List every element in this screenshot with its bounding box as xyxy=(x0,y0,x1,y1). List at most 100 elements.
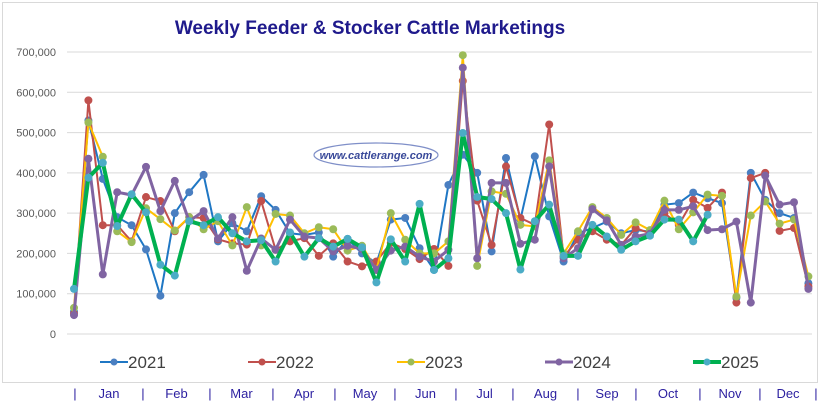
data-point-2024 xyxy=(473,254,482,263)
data-point-2024 xyxy=(689,202,698,211)
series-line-2022 xyxy=(73,80,810,314)
month-label: Mar xyxy=(230,386,253,401)
data-point-2021 xyxy=(689,188,698,197)
data-point-2024 xyxy=(170,176,179,185)
month-separator: | xyxy=(454,386,458,401)
data-point-2024 xyxy=(718,225,726,234)
data-point-2024 xyxy=(674,205,683,214)
data-point-2022 xyxy=(343,257,352,266)
chart-area xyxy=(2,2,818,383)
data-point-2024 xyxy=(242,266,251,275)
data-point-2025 xyxy=(559,251,568,260)
data-point-2024 xyxy=(271,245,280,254)
data-point-2022 xyxy=(358,262,366,271)
legend-label-2023: 2023 xyxy=(425,353,463,372)
data-point-2024 xyxy=(228,213,237,222)
data-point-2025 xyxy=(271,257,280,266)
month-axis: | | | | | | | | | | | | | Jan Feb Mar Apr May Jun Jul Aug Sep… xyxy=(0,386,822,404)
data-point-2024 xyxy=(487,178,496,187)
data-point-2025 xyxy=(545,200,554,209)
data-point-2024 xyxy=(458,63,467,72)
data-point-2023 xyxy=(314,223,323,232)
data-point-2021 xyxy=(502,153,510,162)
data-point-2025 xyxy=(487,195,496,204)
data-point-2021 xyxy=(444,180,453,189)
data-point-2025 xyxy=(473,193,482,202)
data-point-2024 xyxy=(199,207,208,216)
data-point-2023 xyxy=(703,190,712,199)
data-point-2024 xyxy=(732,217,741,226)
legend-marker-2025 xyxy=(703,358,711,366)
data-point-2021 xyxy=(156,291,165,300)
month-separator: | xyxy=(208,386,212,401)
data-point-2025 xyxy=(689,237,698,246)
data-point-2024 xyxy=(746,298,755,307)
month-label: Jan xyxy=(98,386,120,401)
month-label: Oct xyxy=(657,386,679,401)
data-point-2022 xyxy=(746,174,755,183)
month-separator: | xyxy=(814,386,818,401)
data-point-2022 xyxy=(98,221,107,230)
month-label: Dec xyxy=(776,386,800,401)
data-point-2023 xyxy=(170,226,179,235)
data-point-2022 xyxy=(84,96,93,105)
data-point-2025 xyxy=(386,235,395,244)
data-point-2023 xyxy=(473,261,482,270)
y-tick-label: 600,000 xyxy=(16,87,56,99)
data-point-2021 xyxy=(401,213,410,222)
month-separator: | xyxy=(271,386,275,401)
data-point-2021 xyxy=(185,188,194,197)
data-point-2021 xyxy=(775,209,784,218)
month-label: Jul xyxy=(476,386,493,401)
data-point-2024 xyxy=(516,239,525,248)
data-point-2025 xyxy=(660,215,669,224)
data-point-2025 xyxy=(530,217,539,226)
data-point-2022 xyxy=(487,240,496,249)
data-point-2021 xyxy=(199,170,208,179)
data-point-2024 xyxy=(70,311,78,320)
data-point-2021 xyxy=(473,168,482,177)
data-point-2023 xyxy=(127,238,136,247)
data-point-2025 xyxy=(286,228,294,237)
data-point-2024 xyxy=(214,234,222,243)
series-line-2021 xyxy=(73,119,810,312)
y-tick-label: 200,000 xyxy=(16,248,56,260)
data-point-2025 xyxy=(502,209,510,218)
data-point-2025 xyxy=(674,215,683,224)
month-label: Apr xyxy=(293,386,315,401)
month-separator: | xyxy=(698,386,702,401)
month-label: Nov xyxy=(718,386,742,401)
legend-marker-2022 xyxy=(258,358,266,366)
data-point-2023 xyxy=(458,51,467,60)
data-point-2021 xyxy=(674,199,683,208)
month-separator: | xyxy=(393,386,397,401)
month-separator: | xyxy=(576,386,580,401)
data-point-2023 xyxy=(718,191,726,200)
data-point-2023 xyxy=(401,235,410,244)
data-point-2022 xyxy=(502,162,510,171)
data-point-2024 xyxy=(775,200,784,209)
y-tick-label: 300,000 xyxy=(16,208,56,220)
legend-label-2024: 2024 xyxy=(573,353,611,372)
data-point-2024 xyxy=(113,188,122,197)
data-point-2025 xyxy=(84,173,93,182)
data-point-2021 xyxy=(487,247,496,256)
month-separator: | xyxy=(333,386,337,401)
data-point-2025 xyxy=(214,213,222,222)
data-point-2023 xyxy=(674,225,683,234)
legend-label-2025: 2025 xyxy=(721,353,759,372)
series-line-2024 xyxy=(72,66,810,316)
data-point-2022 xyxy=(444,261,453,270)
data-point-2025 xyxy=(257,236,266,245)
watermark-text: www.cattlerange.com xyxy=(320,150,433,162)
data-point-2022 xyxy=(689,195,698,204)
data-point-2025 xyxy=(343,234,352,243)
data-point-2025 xyxy=(70,284,78,293)
data-point-2025 xyxy=(199,221,208,230)
month-label: Feb xyxy=(165,386,188,401)
data-point-2022 xyxy=(703,203,712,212)
data-point-2024 xyxy=(84,154,93,163)
y-tick-label: 0 xyxy=(50,329,56,341)
data-point-2025 xyxy=(602,232,611,241)
data-point-2025 xyxy=(329,242,338,251)
